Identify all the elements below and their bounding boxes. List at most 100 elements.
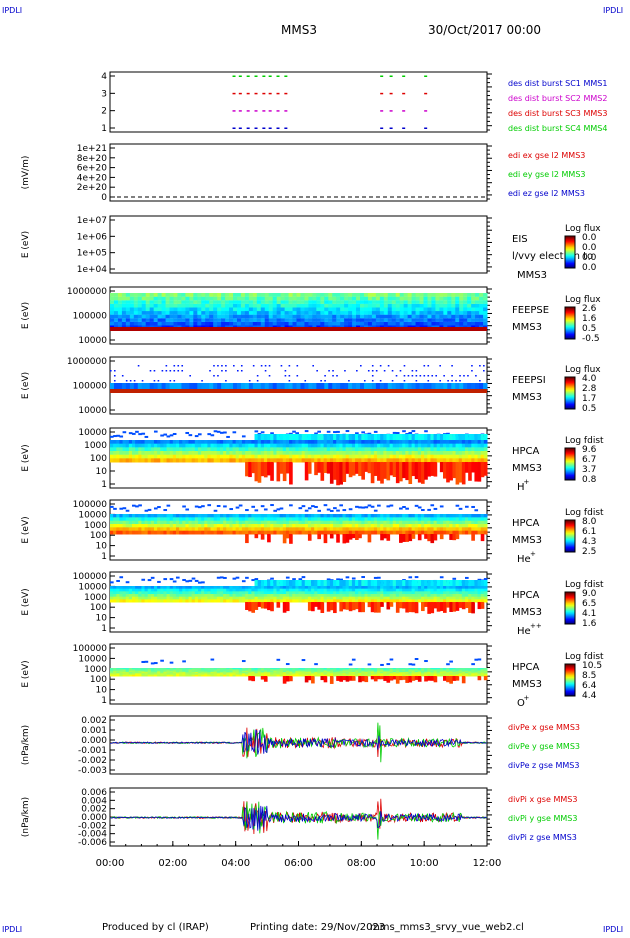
feeps-e-cell [277,304,281,308]
feeps-e-cell [146,322,150,326]
hpca-he1-cell [251,527,255,531]
feeps-i-cell [392,383,396,389]
hpca-he2-active-cell [424,602,428,607]
hpca-he1-cell [267,531,271,535]
hpca-he1-cell [324,527,328,531]
hpca-h-cell [129,451,133,455]
hpca-he1-active-cell [358,534,362,538]
feeps-e-cell [173,297,177,301]
hpca-h-cell [418,455,422,459]
hpca-o-top-cell [314,663,318,665]
feeps-e-cell [404,304,408,308]
hpca-he1-cell [361,524,365,528]
hpca-he2-rise-cell [261,580,265,586]
hpca-o-active-cell [412,676,416,681]
feeps-e-colorbar-label: 0.5 [582,324,596,334]
burst-mark [390,110,393,112]
hpca-he2-rise-cell [412,580,416,586]
hpca-he1-cell [320,514,324,518]
hpca-h-cell [468,458,472,462]
feeps-e-cell [150,315,154,319]
hpca-h-rise-cell [371,434,375,440]
hpca-he1-species-charge: + [530,550,536,558]
hpca-he1-cell [380,524,384,528]
hpca-he1-cell [324,531,328,535]
feeps-i-dot [122,375,124,377]
feeps-e-cell [170,304,174,308]
hpca-he1-cell [437,517,441,521]
hpca-h-cell [148,444,152,448]
feeps-e-cell [459,297,463,301]
feeps-e-cell [368,318,372,322]
feeps-e-cell [340,318,344,322]
feeps-e-cell [340,297,344,301]
feeps-e-cell [289,315,293,319]
hpca-o-active-cell [380,676,384,679]
hpca-h-active-cell [418,462,422,483]
feeps-e-cell [368,311,372,315]
hpca-h-cell [355,455,359,459]
hpca-h-top-cell [195,435,199,437]
feeps-i-cell [189,383,193,389]
hpca-he1-cell [119,521,123,525]
hpca-he1-cell [226,521,230,525]
hpca-h-cell [368,458,372,462]
eis-ytick-label: 1e+06 [77,232,108,242]
hpca-h-cell [317,455,321,459]
feeps-e-cell [431,293,435,297]
hpca-h-top-cell [361,431,365,433]
feeps-e-cell [209,304,213,308]
hpca-he1-cell [399,524,403,528]
feeps-e-cell [265,297,269,301]
hpca-he1-cell [116,517,120,521]
hpca-h-cell [198,455,202,459]
hpca-h-active-cell [248,462,252,477]
hpca-h-rise-cell [355,434,359,440]
feeps-i-dot [173,365,175,367]
hpca-he1-cell [355,521,359,525]
hpca-h-cell [239,455,243,459]
hpca-h-cell [402,447,406,451]
hpca-he1-cell [273,524,277,528]
hpca-he2-top-cell [157,581,161,583]
hpca-o-cell [126,675,130,677]
hpca-h-cell [418,451,422,455]
hpca-o-cell [333,675,337,677]
hpca-o-cell [214,675,218,677]
hpca-h-cell [330,440,334,444]
hpca-he1-cell [135,531,139,535]
hpca-he1-active-cell [267,534,271,542]
feeps-i-dot [459,375,461,377]
hpca-h-cell [352,455,356,459]
feeps-e-cell [467,293,471,297]
hpca-he1-cell [264,524,268,528]
burst-mark [269,110,272,112]
hpca-he2-active-cell [371,602,375,612]
hpca-he1-cell [342,517,346,521]
hpca-h-cell [418,444,422,448]
feeps-e-cell [289,304,293,308]
hpca-he1-cell [151,514,155,518]
hpca-he2-rise-cell [465,580,469,586]
hpca-he2-active-cell [377,602,381,613]
hpca-he1-cell [132,517,136,521]
hpca-h-cell [167,447,171,451]
feeps-e-cell [170,322,174,326]
hpca-he1-cell [327,514,331,518]
hpca-he2-top-cell [141,579,145,581]
feeps-i-dot [479,380,481,382]
hpca-he2-colorbar-label: 6.5 [582,599,596,609]
hpca-h-top-cell [214,430,218,432]
burst-ytick-label: 4 [101,72,107,82]
hpca-he1-cell [405,514,409,518]
feeps-e-cell [193,297,197,301]
hpca-he1-top-cell [198,506,202,508]
feeps-e-cell [455,304,459,308]
hpca-o-cell [145,675,149,677]
hpca-he2-cell [192,599,196,602]
feeps-e-cell [300,307,304,311]
hpca-h-cell [163,455,167,459]
hpca-h-cell [126,451,130,455]
hpca-h-cell [170,447,174,451]
hpca-h-cell [415,440,419,444]
